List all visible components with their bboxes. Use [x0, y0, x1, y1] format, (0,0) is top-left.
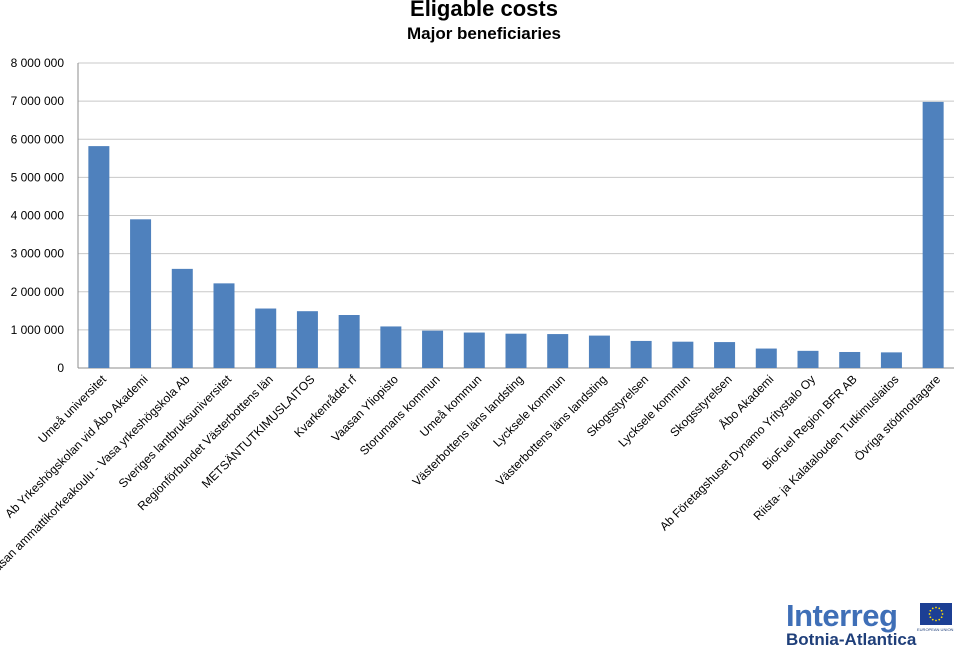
eu-star-icon [931, 607, 934, 610]
bar [630, 340, 652, 368]
y-tick-label: 3 000 000 [11, 247, 65, 261]
interreg-logo: Interreg Botnia-Atlantica EUROPEAN UNION [786, 598, 956, 652]
y-tick-label: 0 [57, 361, 64, 375]
eu-flag-icon [920, 603, 952, 625]
y-tick-label: 2 000 000 [11, 285, 65, 299]
bar [171, 268, 193, 368]
y-tick-label: 4 000 000 [11, 209, 65, 223]
chart-title: Eligable costs [410, 0, 558, 21]
bar [88, 146, 110, 368]
bar [255, 308, 277, 368]
eu-star-icon [935, 606, 937, 609]
bar [296, 311, 318, 368]
bar [547, 334, 569, 368]
chart-subtitle: Major beneficiaries [406, 24, 561, 43]
eu-star-icon [940, 616, 943, 619]
y-tick-label: 1 000 000 [11, 323, 65, 337]
bar [213, 283, 235, 368]
eu-star-icon [929, 609, 932, 612]
bar [880, 352, 902, 368]
x-tick-label: Ab Företagshuset Dynamo Yritystalo Oy [657, 372, 818, 533]
bar [755, 348, 777, 368]
bar [714, 342, 736, 368]
eu-star-icon [938, 607, 941, 610]
logo-region-text: Botnia-Atlantica [786, 630, 917, 649]
bar [922, 101, 944, 368]
eu-star-icon [931, 618, 934, 621]
bar [797, 350, 819, 368]
y-tick-label: 7 000 000 [11, 94, 65, 108]
bar [380, 326, 402, 368]
eu-caption: EUROPEAN UNION [917, 627, 954, 632]
bar [839, 351, 861, 368]
bar [463, 332, 485, 368]
bar [422, 330, 444, 368]
bar [130, 219, 152, 368]
eu-star-icon [940, 609, 943, 612]
eu-star-icon [928, 613, 931, 615]
bar [672, 341, 694, 368]
y-tick-label: 6 000 000 [11, 132, 65, 146]
eu-star-icon [941, 613, 944, 615]
eu-star-icon [938, 618, 941, 621]
bar [505, 333, 527, 368]
logo-brand-text: Interreg [786, 598, 898, 633]
eu-star-icon [929, 616, 932, 619]
x-tick-label: Lycksele kommun [490, 372, 567, 449]
y-tick-label: 8 000 000 [11, 56, 65, 70]
bar [338, 315, 360, 368]
bar [588, 335, 610, 368]
x-tick-label: Lycksele kommun [615, 372, 692, 449]
eu-star-icon [935, 619, 937, 622]
x-tick-label: Umeå universitet [35, 372, 109, 446]
x-tick-label: Storumans kommun [357, 372, 443, 458]
y-tick-label: 5 000 000 [11, 170, 65, 184]
